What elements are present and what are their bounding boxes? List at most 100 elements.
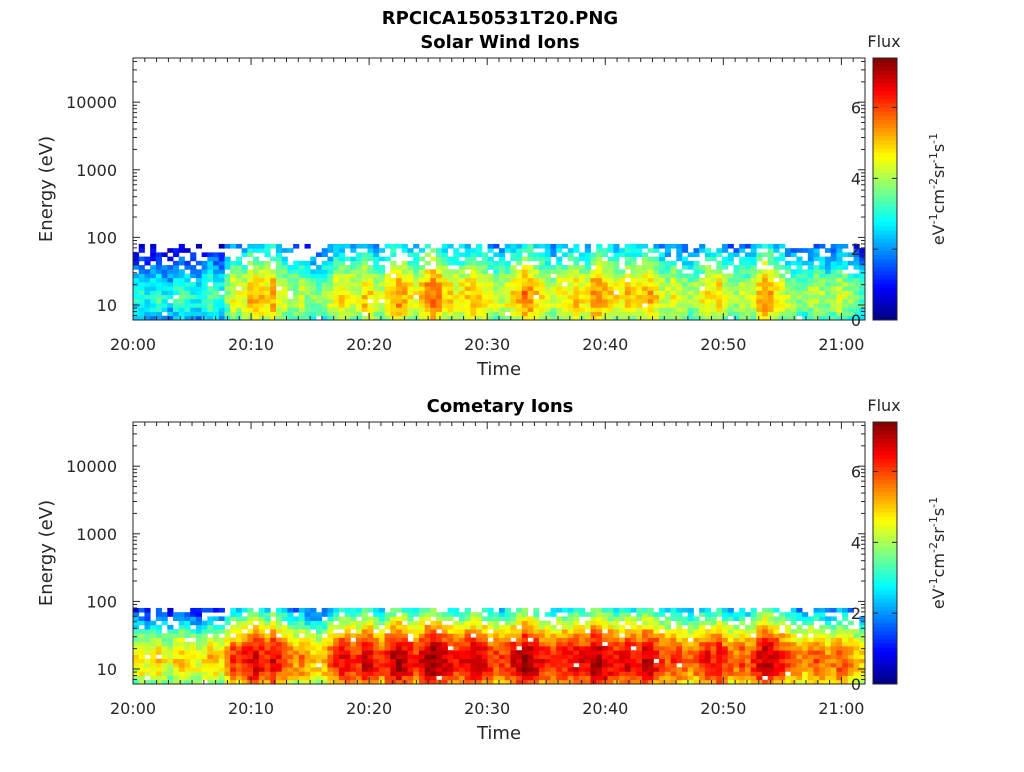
heatmap-cell — [281, 637, 288, 643]
heatmap-cell — [830, 667, 837, 672]
heatmap-cell — [676, 286, 683, 291]
heatmap-cell — [470, 265, 477, 270]
heatmap-cell — [458, 629, 466, 634]
heatmap-cell — [201, 675, 208, 681]
heatmap-cell — [527, 311, 534, 317]
heatmap-cell — [796, 616, 803, 622]
heatmap-cell — [750, 629, 757, 634]
heatmap-cell — [441, 281, 448, 287]
heatmap-cell — [356, 315, 363, 321]
heatmap-cell — [270, 290, 277, 296]
heatmap-cell — [767, 641, 774, 647]
heatmap-cell — [298, 281, 305, 287]
heatmap-cell — [133, 629, 140, 634]
heatmap-cell — [384, 654, 391, 660]
heatmap-cell — [344, 667, 351, 672]
heatmap-cell — [539, 252, 546, 258]
heatmap-cell — [184, 654, 191, 660]
heatmap-cell — [504, 671, 511, 676]
heatmap-cell — [847, 307, 854, 312]
heatmap-cell — [784, 637, 792, 643]
colorbar-swatch — [873, 602, 897, 607]
heatmap-cell — [213, 662, 220, 668]
heatmap-cell — [579, 298, 586, 304]
heatmap-cell — [641, 290, 649, 296]
heatmap-cell — [659, 654, 666, 660]
heatmap-cell — [556, 667, 563, 672]
heatmap-cell — [630, 629, 637, 634]
heatmap-cell — [338, 290, 345, 296]
heatmap-cell — [613, 281, 620, 287]
heatmap-cell — [418, 265, 426, 270]
heatmap-cell — [796, 303, 803, 308]
heatmap-cell — [762, 658, 769, 664]
heatmap-cell — [213, 307, 220, 312]
heatmap-cell — [367, 315, 374, 321]
heatmap-cell — [853, 671, 860, 676]
heatmap-cell — [830, 607, 837, 613]
heatmap-cell — [401, 243, 408, 249]
heatmap-cell — [453, 675, 460, 681]
heatmap-cell — [641, 607, 649, 613]
heatmap-cell — [521, 607, 528, 613]
heatmap-cell — [664, 650, 671, 655]
heatmap-cell — [304, 273, 311, 279]
heatmap-cell — [310, 675, 317, 681]
heatmap-cell — [796, 654, 803, 660]
heatmap-cell — [396, 641, 403, 647]
heatmap-cell — [676, 616, 683, 622]
heatmap-cell — [579, 269, 586, 274]
heatmap-cell — [567, 662, 574, 668]
heatmap-cell — [573, 248, 580, 253]
heatmap-cell — [504, 658, 511, 664]
heatmap-cell — [704, 294, 711, 300]
heatmap-cell — [579, 612, 586, 617]
heatmap-cell — [767, 667, 774, 672]
heatmap-cell — [270, 629, 277, 634]
heatmap-cell — [218, 607, 225, 613]
heatmap-cell — [310, 269, 317, 274]
heatmap-cell — [481, 260, 488, 266]
heatmap-cell — [813, 248, 820, 253]
heatmap-cell — [304, 612, 311, 617]
heatmap-cell — [361, 307, 368, 312]
heatmap-cell — [275, 315, 283, 321]
heatmap-cell — [539, 277, 546, 283]
heatmap-cell — [790, 620, 797, 626]
heatmap-cell — [750, 269, 757, 274]
heatmap-cell — [824, 667, 832, 672]
heatmap-cell — [167, 658, 174, 664]
heatmap-cell — [133, 641, 140, 647]
heatmap-cell — [601, 650, 609, 655]
heatmap-cell — [767, 248, 774, 253]
heatmap-cell — [344, 624, 351, 630]
heatmap-cell — [230, 629, 237, 634]
heatmap-cell — [664, 303, 671, 308]
heatmap-cell — [664, 620, 671, 626]
heatmap-cell — [573, 616, 580, 622]
heatmap-cell — [453, 607, 460, 613]
heatmap-cell — [436, 286, 443, 291]
heatmap-cell — [784, 616, 792, 622]
y-tick-label: 10 — [97, 296, 117, 315]
heatmap-cell — [579, 645, 586, 651]
heatmap-cell — [367, 658, 374, 664]
heatmap-cell — [767, 303, 774, 308]
heatmap-cell — [430, 281, 437, 287]
heatmap-cell — [647, 658, 654, 664]
heatmap-cell — [407, 616, 414, 622]
heatmap-cell — [567, 650, 574, 655]
y-tick-label: 10000 — [66, 457, 117, 476]
heatmap-cell — [607, 607, 614, 613]
heatmap-cell — [750, 303, 757, 308]
heatmap-cell — [682, 243, 689, 249]
colorbar-swatch — [873, 148, 897, 153]
heatmap-cell — [659, 269, 666, 274]
heatmap-cell — [630, 671, 637, 676]
heatmap-cell — [218, 641, 225, 647]
heatmap-cell — [213, 256, 220, 262]
heatmap-cell — [184, 616, 191, 622]
heatmap-cell — [190, 633, 197, 638]
heatmap-cell — [842, 252, 849, 258]
heatmap-cell — [842, 607, 849, 613]
